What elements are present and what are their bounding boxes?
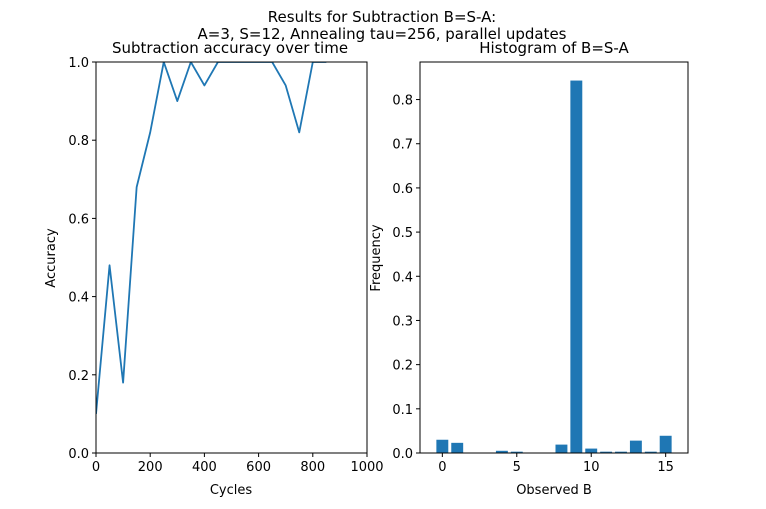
histogram-chart-ytick-label: 0.7	[392, 138, 413, 153]
accuracy-chart-ytick-label: 0.6	[68, 212, 89, 227]
histogram-bar	[644, 451, 657, 453]
histogram-bar	[629, 440, 642, 453]
histogram-chart-ticks: 0 5 10 15 0.0 0.1 0.2 0.3 0.4 0.5 0.6 0.7 0.8	[392, 94, 674, 475]
histogram-bar	[615, 451, 627, 453]
histogram-bar	[659, 435, 672, 453]
histogram-chart-ytick-label: 0.2	[392, 359, 413, 374]
accuracy-chart-marks	[96, 62, 327, 414]
histogram-chart-ytick-label: 0.5	[392, 226, 413, 241]
accuracy-chart-ylabel: Accuracy	[44, 228, 59, 288]
histogram-chart-ylabel: Frequency	[369, 224, 384, 291]
histogram-bar	[451, 442, 464, 453]
histogram-chart-xlabel: Observed B	[516, 483, 592, 498]
histogram-chart-xtick-label: 10	[583, 460, 600, 475]
figure-suptitle-line2: A=3, S=12, Annealing tau=256, parallel u…	[197, 25, 566, 43]
histogram-chart-ytick-label: 0.8	[392, 94, 413, 109]
accuracy-chart-xtick-label: 1000	[350, 460, 383, 475]
accuracy-chart-ytick-label: 1.0	[68, 56, 89, 71]
accuracy-chart-frame	[95, 61, 368, 454]
accuracy-chart-xtick-label: 200	[138, 460, 163, 475]
histogram-chart-ytick-label: 0.4	[392, 270, 413, 285]
accuracy-chart-ytick-label: 0.2	[68, 369, 89, 384]
accuracy-chart-ytick-label: 0.0	[68, 447, 89, 462]
accuracy-chart-ytick-label: 0.4	[68, 291, 89, 306]
histogram-chart-xtick-label: 5	[513, 460, 521, 475]
accuracy-chart-xtick-label: 0	[92, 460, 100, 475]
histogram-bar	[510, 451, 523, 453]
accuracy-series-line	[96, 62, 327, 414]
histogram-chart-title: Histogram of B=S-A	[479, 39, 629, 57]
histogram-chart-ytick-label: 0.3	[392, 314, 413, 329]
histogram-bar	[495, 450, 508, 453]
histogram-bar	[585, 448, 598, 453]
histogram-bar	[600, 451, 613, 453]
figure-suptitle-line1: Results for Subtraction B=S-A:	[268, 8, 496, 26]
histogram-chart-xtick-label: 15	[657, 460, 674, 475]
accuracy-chart-title: Subtraction accuracy over time	[112, 39, 348, 57]
histogram-bar	[436, 439, 449, 453]
accuracy-chart-xlabel: Cycles	[210, 483, 253, 498]
accuracy-line-chart: Subtraction accuracy over time Cycles Ac…	[44, 39, 384, 498]
histogram-chart-ytick-label: 0.6	[392, 182, 413, 197]
histogram-chart-ytick-label: 0.0	[392, 447, 413, 462]
accuracy-chart-xtick-label: 800	[300, 460, 325, 475]
histogram-bar	[555, 444, 568, 453]
histogram-chart-marks	[436, 80, 672, 453]
accuracy-chart-ytick-label: 0.8	[68, 134, 89, 149]
histogram-chart-frame	[419, 61, 689, 454]
accuracy-chart-xtick-label: 400	[192, 460, 217, 475]
histogram-bar-chart: Histogram of B=S-A Observed B Frequency …	[369, 39, 689, 498]
accuracy-chart-ticks: 0 200 400 600 800 1000 0.0 0.2 0.4 0.6 0.8 1.0	[68, 56, 383, 475]
accuracy-chart-xtick-label: 600	[246, 460, 271, 475]
histogram-bar	[570, 80, 583, 453]
histogram-chart-ytick-label: 0.1	[392, 403, 413, 418]
histogram-chart-xtick-label: 0	[438, 460, 446, 475]
